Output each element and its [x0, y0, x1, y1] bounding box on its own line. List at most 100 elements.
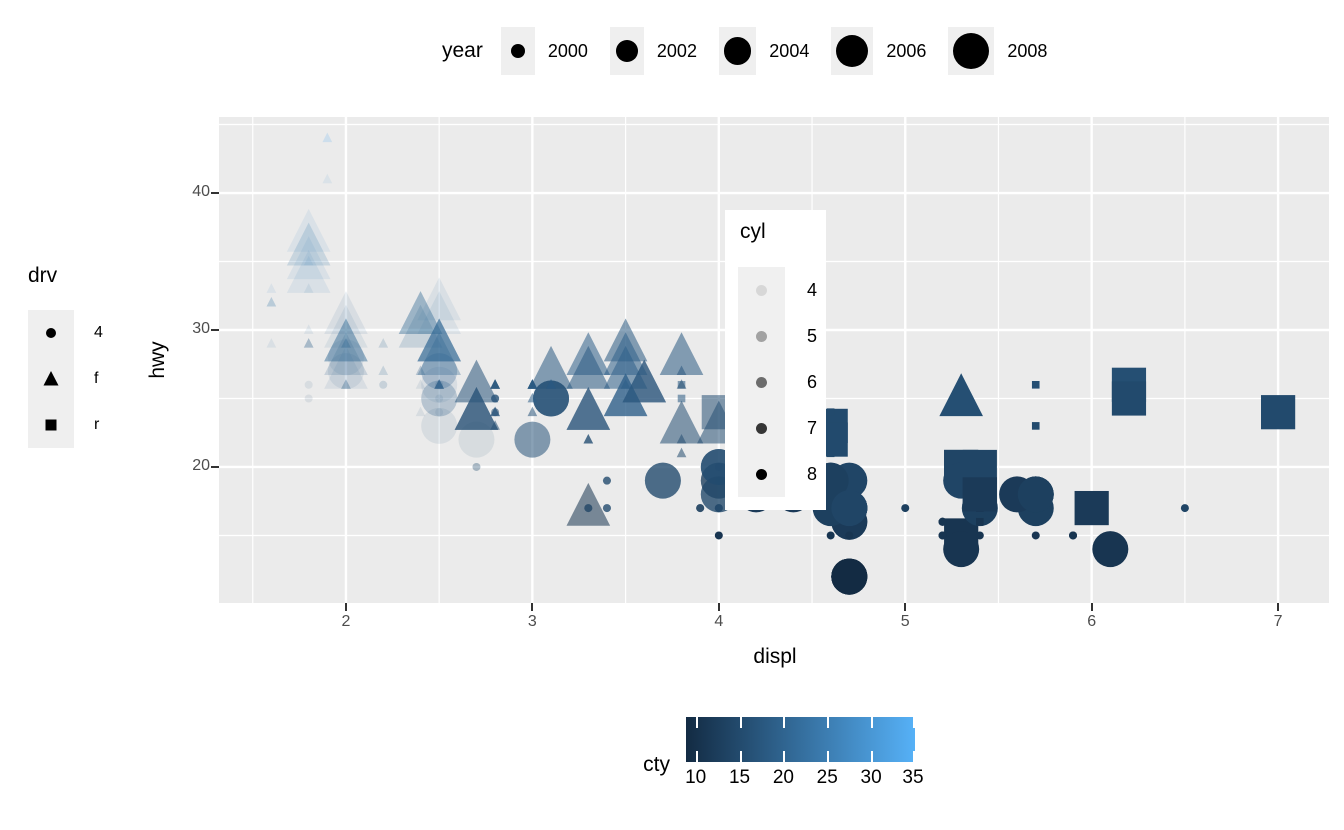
colorbar-tick	[783, 717, 786, 728]
data-point	[324, 318, 368, 362]
data-point	[303, 283, 314, 293]
data-point	[286, 250, 331, 293]
data-point	[826, 531, 835, 540]
data-point	[435, 380, 444, 389]
year-size-dot-icon	[836, 35, 869, 67]
data-point	[490, 406, 500, 417]
cyl-legend-key	[738, 451, 785, 497]
x-axis-title: displ	[753, 645, 797, 668]
data-point	[454, 386, 499, 430]
cyl-legend-key	[738, 359, 785, 405]
cyl-alpha-legend: cyl 4 5 6 7 8	[725, 210, 826, 510]
data-point	[1261, 395, 1296, 430]
x-tick-label: 4	[714, 613, 724, 630]
x-tick-mark	[904, 603, 907, 611]
cty-gradient-bar	[686, 717, 915, 762]
data-point	[378, 338, 389, 348]
colorbar-tick	[695, 751, 698, 762]
data-point	[421, 380, 458, 417]
y-tick-mark	[211, 329, 219, 331]
cyl-alpha-dot-icon	[756, 330, 767, 342]
x-tick-label: 6	[1087, 613, 1097, 630]
data-point	[324, 318, 368, 362]
year-legend-item: 2004	[718, 27, 810, 75]
data-point	[583, 433, 594, 444]
drv-shape-legend: drv 4 f r	[28, 264, 103, 448]
colorbar-tick	[695, 717, 698, 728]
cyl-alpha-dot-icon	[756, 284, 767, 296]
data-point	[303, 338, 314, 348]
data-point	[324, 332, 368, 376]
data-point	[435, 394, 444, 403]
data-point	[341, 338, 351, 348]
data-point	[324, 291, 368, 334]
data-point	[962, 477, 997, 512]
colorbar-tick-label: 20	[772, 767, 794, 788]
drv-legend-item: f	[28, 356, 103, 402]
x-tick-label: 2	[341, 613, 351, 630]
data-point	[1069, 531, 1078, 540]
data-point	[303, 338, 314, 348]
data-point	[975, 531, 984, 540]
data-point	[398, 291, 443, 334]
data-point	[831, 490, 868, 527]
cyl-legend-label: 7	[806, 417, 817, 438]
cyl-legend-key	[738, 313, 785, 359]
data-point	[379, 380, 388, 389]
data-point	[1031, 531, 1040, 540]
data-point	[415, 406, 426, 417]
data-point	[1111, 381, 1147, 416]
data-point	[303, 324, 314, 334]
data-point	[341, 338, 351, 348]
data-point	[546, 379, 556, 389]
data-point	[939, 373, 983, 417]
data-point	[435, 380, 444, 389]
data-point	[943, 531, 980, 568]
colorbar-tick	[739, 751, 742, 762]
colorbar-tick-label: 10	[685, 767, 707, 788]
data-point	[603, 332, 648, 376]
colorbar-tick-label: 35	[902, 767, 924, 788]
data-point	[421, 380, 458, 417]
data-point	[1031, 380, 1040, 389]
cyl-legend-label: 5	[806, 325, 817, 346]
data-point	[490, 420, 500, 430]
data-point	[266, 338, 277, 348]
year-legend-label: 2004	[769, 40, 810, 61]
data-point	[415, 365, 426, 376]
data-point	[472, 462, 481, 471]
data-point	[714, 531, 723, 540]
drv-legend-keys: 4 f r	[28, 310, 103, 448]
data-point	[322, 132, 333, 143]
colorbar-tick	[871, 717, 874, 728]
data-point	[324, 318, 368, 362]
year-size-dot-icon	[953, 33, 990, 69]
data-point	[341, 379, 351, 389]
data-point	[1092, 531, 1129, 568]
drv-legend-key	[28, 356, 74, 402]
data-point	[602, 504, 611, 513]
data-point	[303, 338, 314, 348]
data-point	[622, 359, 667, 403]
cyl-legend-item: 7	[738, 405, 839, 451]
data-point	[304, 380, 313, 389]
data-point	[417, 318, 461, 362]
data-point	[1180, 504, 1189, 513]
cyl-legend-item: 6	[738, 359, 839, 405]
colorbar-tick	[871, 751, 874, 762]
data-point	[696, 504, 705, 513]
data-point	[421, 407, 458, 444]
data-point	[415, 365, 426, 376]
data-point	[417, 332, 461, 376]
data-point	[490, 379, 500, 389]
cyl-legend-label: 6	[806, 371, 817, 392]
data-point	[644, 462, 681, 499]
drv-legend-key	[28, 310, 74, 356]
data-point	[677, 394, 686, 403]
year-size-dot-icon	[510, 43, 525, 59]
year-legend-item: 2008	[948, 27, 1047, 75]
data-point	[327, 339, 364, 376]
year-legend-title: year	[442, 39, 483, 62]
data-point	[322, 173, 333, 184]
cyl-legend-keys: 4 5 6 7 8	[738, 267, 839, 497]
